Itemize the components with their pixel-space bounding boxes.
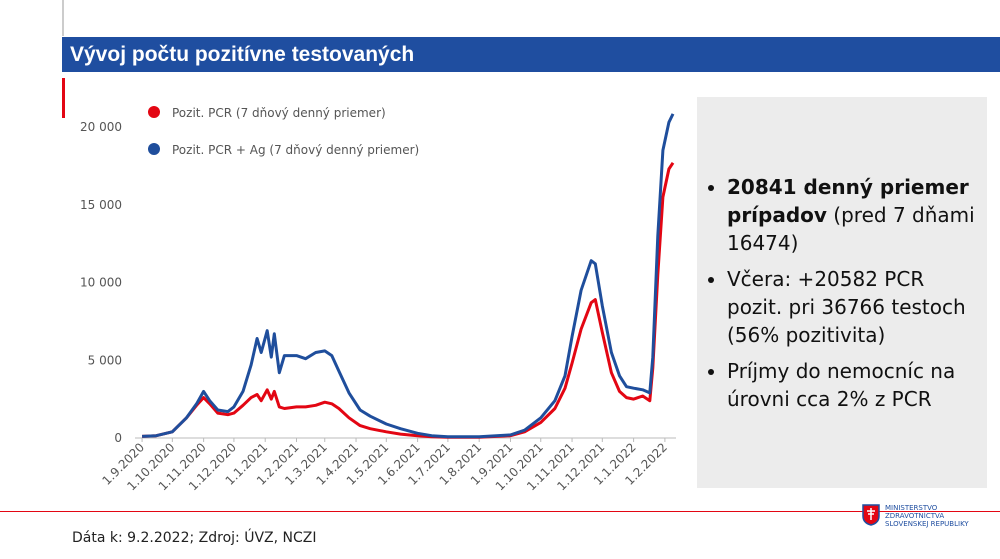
legend-label: Pozit. PCR (7 dňový denný priemer) <box>172 106 386 120</box>
logo-line: ZDRAVOTNÍCTVA <box>885 512 945 520</box>
legend-marker <box>148 106 160 118</box>
bullet: 20841 denný priemer prípadov (pred 7 dňa… <box>727 173 977 257</box>
logo-text: MINISTERSTVO ZDRAVOTNÍCTVA SLOVENSKEJ RE… <box>885 504 969 528</box>
legend-label: Pozit. PCR + Ag (7 dňový denný priemer) <box>172 143 419 157</box>
y-tick-label: 5 000 <box>88 353 122 367</box>
logo-line: SLOVENSKEJ REPUBLIKY <box>885 520 969 528</box>
series-line <box>142 161 675 439</box>
bullet-bold: 20841 denný priemer prípadov <box>727 175 969 227</box>
bullet-text: Včera: +20582 PCR pozit. pri 36766 testo… <box>727 267 966 347</box>
footer: Dáta k: 9.2.2022; Zdroj: ÚVZ, NCZI <box>72 530 317 546</box>
bullet-list: 20841 denný priemer prípadov (pred 7 dňa… <box>705 173 977 413</box>
series-line <box>142 113 675 439</box>
divider <box>62 0 64 36</box>
info-panel: 20841 denný priemer prípadov (pred 7 dňa… <box>697 97 987 488</box>
y-tick-label: 15 000 <box>80 198 122 212</box>
bullet: Príjmy do nemocníc na úrovni cca 2% z PC… <box>727 357 977 413</box>
title-bar: Vývoj počtu pozitívne testovaných <box>62 37 1000 72</box>
y-tick-label: 20 000 <box>80 120 122 134</box>
bullet-text: (pred 7 dňami 16474) <box>727 203 975 255</box>
logo-line: MINISTERSTVO <box>885 504 938 512</box>
legend-marker <box>148 143 160 155</box>
logo-emblem <box>862 504 880 526</box>
y-tick-label: 0 <box>114 431 122 445</box>
footer-line <box>0 511 1000 512</box>
bullet: Včera: +20582 PCR pozit. pri 36766 testo… <box>727 265 977 349</box>
y-tick-label: 10 000 <box>80 276 122 290</box>
slide-title: Vývoj počtu pozitívne testovaných <box>70 43 415 66</box>
bullet-text: Príjmy do nemocníc na úrovni cca 2% z PC… <box>727 359 956 411</box>
accent <box>62 78 65 118</box>
